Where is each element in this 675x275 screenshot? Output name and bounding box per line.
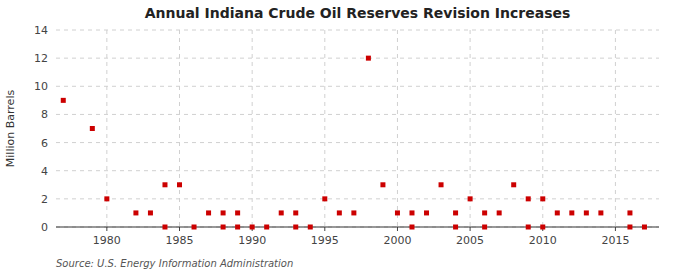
y-tick-label: 10 (34, 80, 48, 93)
y-tick-label: 4 (41, 165, 48, 178)
grid-line-x (397, 30, 398, 227)
x-tick (106, 227, 107, 231)
point (162, 182, 167, 187)
y-tick-label: 14 (34, 24, 48, 37)
point (279, 210, 284, 215)
point (293, 210, 298, 215)
x-tick-label: 1995 (311, 234, 339, 247)
point (526, 196, 531, 201)
point (468, 196, 473, 201)
point (584, 210, 589, 215)
point (627, 210, 632, 215)
grid-line-y (56, 114, 659, 115)
point (409, 210, 414, 215)
point (569, 210, 574, 215)
point (627, 225, 632, 230)
point (642, 225, 647, 230)
y-tick-label: 6 (41, 137, 48, 150)
point (540, 196, 545, 201)
point (482, 210, 487, 215)
y-tick-label: 0 (41, 221, 48, 234)
grid-line-y (56, 170, 659, 171)
grid-line-y (56, 198, 659, 199)
x-tick-label: 2000 (383, 234, 411, 247)
x-tick-label: 2015 (601, 234, 629, 247)
x-tick (397, 227, 398, 231)
y-axis-label: Million Barrels (4, 90, 17, 168)
point (221, 225, 226, 230)
point (511, 182, 516, 187)
point (61, 98, 66, 103)
point (250, 225, 255, 230)
point (322, 196, 327, 201)
point (308, 225, 313, 230)
point (555, 210, 560, 215)
point (351, 210, 356, 215)
point (206, 210, 211, 215)
x-tick-label: 1990 (238, 234, 266, 247)
point (235, 225, 240, 230)
point (598, 210, 603, 215)
y-tick-label: 2 (41, 193, 48, 206)
x-tick (470, 227, 471, 231)
point (424, 210, 429, 215)
point (192, 225, 197, 230)
point (177, 182, 182, 187)
x-tick (179, 227, 180, 231)
x-tick-label: 2005 (456, 234, 484, 247)
grid-line-y (56, 30, 659, 31)
grid-line-x (179, 30, 180, 227)
point (453, 225, 458, 230)
point (337, 210, 342, 215)
x-tick-label: 1985 (166, 234, 194, 247)
grid-line-y (56, 227, 659, 228)
point (453, 210, 458, 215)
x-tick-label: 1980 (93, 234, 121, 247)
point (497, 210, 502, 215)
point (380, 182, 385, 187)
point (366, 56, 371, 61)
point (439, 182, 444, 187)
x-tick-label: 2010 (529, 234, 557, 247)
point (264, 225, 269, 230)
grid (56, 30, 659, 227)
point (540, 225, 545, 230)
y-tick-label: 12 (34, 52, 48, 65)
grid-line-y (56, 142, 659, 143)
chart: 0 2 4 6 8 10 12 14 1980 1985 1990 1995 2000 2005 2010 2… (0, 0, 675, 275)
grid-line-x (252, 30, 253, 227)
point (395, 210, 400, 215)
source-note: Source: U.S. Energy Information Administ… (56, 258, 293, 269)
x-tick (324, 227, 325, 231)
grid-line-x (615, 30, 616, 227)
axes: 0 2 4 6 8 10 12 14 1980 1985 1990 1995 2000 2005 2010 2… (34, 24, 659, 247)
point (162, 225, 167, 230)
point (148, 210, 153, 215)
point (409, 225, 414, 230)
point (104, 196, 109, 201)
point (235, 210, 240, 215)
point (482, 225, 487, 230)
point (221, 210, 226, 215)
x-axis-line (56, 227, 659, 228)
point (293, 225, 298, 230)
y-tick-label: 8 (41, 108, 48, 121)
grid-line-y (56, 58, 659, 59)
point (526, 225, 531, 230)
point (90, 126, 95, 131)
title: Annual Indiana Crude Oil Reserves Revisi… (145, 5, 571, 21)
x-tick (615, 227, 616, 231)
grid-line-y (56, 86, 659, 87)
point (133, 210, 138, 215)
points (61, 56, 647, 230)
